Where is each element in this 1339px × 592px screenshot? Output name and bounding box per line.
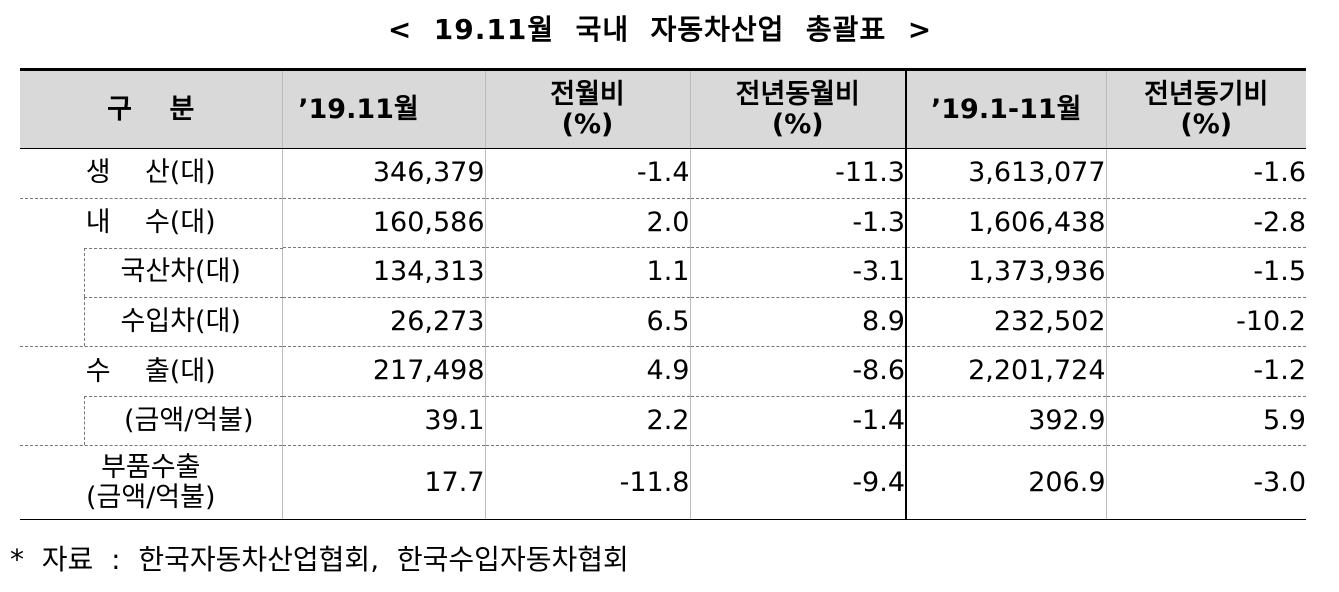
row-label-imported-text: 수입차(대) [120,305,241,337]
table-row: 부품수출 (금액/억불) 17.7 -11.8 -9.4 206.9 -3.0 [20,445,1306,520]
cell-ytd: 206.9 [905,445,1106,520]
cell-month: 217,498 [281,346,485,396]
header-ytd-yoy-line1: 전년동기비 [1144,78,1269,110]
cell-ytd: 1,373,936 [905,247,1106,297]
cell-month: 39.1 [281,395,485,446]
row-label-export-amount-text: (금액/억불) [123,404,254,436]
row-label-production: 생 산(대) [85,157,216,189]
row-label-export-amount: (금액/억불) [20,396,283,446]
cell-mom: -1.4 [484,148,690,198]
industry-summary-table: 구 분 ’19.11월 전월비 (%) 전년동월비 (%) ’19.1-11월 … [20,68,1306,520]
cell-yoy: -1.4 [689,395,906,446]
header-yoy-line2: (%) [771,108,824,140]
cell-ytd-yoy: -1.2 [1105,346,1306,396]
cell-mom: 2.2 [484,395,690,446]
row-label-parts-export-line1: 부품수출 [101,451,201,483]
row-label-parts-export: 부품수출 (금액/억불) [20,445,282,520]
cell-mom: 1.1 [484,247,690,297]
table-title: < 19.11월 국내 자동차산업 총괄표 > [387,13,933,46]
header-month: ’19.11월 [281,68,485,149]
source-note: * 자료 : 한국자동차산업협회, 한국수입자동차협회 [10,543,629,576]
table-row: 수 출(대) 217,498 4.9 -8.6 2,201,724 -1.2 [20,346,1306,396]
cell-ytd: 2,201,724 [905,346,1106,396]
cell-month: 346,379 [281,148,485,198]
cell-mom: -11.8 [484,445,690,520]
table-row: 국산차(대) 134,313 1.1 -3.1 1,373,936 -1.5 [20,247,1306,297]
cell-month: 134,313 [281,247,485,297]
cell-ytd-yoy: 5.9 [1105,395,1306,446]
table-row: 내 수(대) 160,586 2.0 -1.3 1,606,438 -2.8 [20,197,1306,248]
cell-month: 17.7 [281,445,485,520]
header-mom: 전월비 (%) [484,68,690,149]
cell-mom: 2.0 [484,197,690,248]
cell-yoy: -11.3 [689,148,906,198]
header-yoy-line1: 전년동월비 [735,78,860,110]
cell-month: 26,273 [281,296,485,347]
cell-ytd: 392.9 [905,395,1106,446]
header-ytd: ’19.1-11월 [905,68,1106,149]
row-label-parts-export-line2: (금액/억불) [85,481,216,513]
header-category: 구 분 [20,68,282,149]
cell-month: 160,586 [281,197,485,248]
header-row: 구 분 ’19.11월 전월비 (%) 전년동월비 (%) ’19.1-11월 … [20,68,1306,149]
row-label-domestic-brand-text: 국산차(대) [120,256,241,288]
cell-ytd: 1,606,438 [905,197,1106,248]
table-row: 수입차(대) 26,273 6.5 8.9 232,502 -10.2 [20,296,1306,347]
cell-ytd: 232,502 [905,296,1106,347]
header-mom-line1: 전월비 [550,78,625,110]
cell-ytd-yoy: -1.6 [1105,148,1306,198]
cell-ytd-yoy: -2.8 [1105,197,1306,248]
cell-yoy: -1.3 [689,197,906,248]
header-yoy: 전년동월비 (%) [689,68,906,149]
cell-yoy: 8.9 [689,296,906,347]
row-label-export: 수 출(대) [20,346,282,396]
header-ytd-yoy: 전년동기비 (%) [1105,68,1306,149]
row-label-domestic: 내 수(대) [20,197,282,248]
table-row: 생 산(대) 346,379 -1.4 -11.3 3,613,077 -1.6 [20,148,1306,198]
cell-mom: 4.9 [484,346,690,396]
header-ytd-yoy-line2: (%) [1180,108,1233,140]
cell-yoy: -8.6 [689,346,906,396]
row-label-imported: 수입차(대) [20,297,283,347]
cell-ytd-yoy: -3.0 [1105,445,1306,520]
cell-mom: 6.5 [484,296,690,347]
cell-ytd-yoy: -10.2 [1105,296,1306,347]
cell-yoy: -3.1 [689,247,906,297]
header-mom-line2: (%) [561,108,614,140]
table-row: (금액/억불) 39.1 2.2 -1.4 392.9 5.9 [20,395,1306,446]
cell-yoy: -9.4 [689,445,906,520]
row-label-domestic-brand: 국산차(대) [20,247,283,297]
cell-ytd-yoy: -1.5 [1105,247,1306,297]
cell-ytd: 3,613,077 [905,148,1106,198]
